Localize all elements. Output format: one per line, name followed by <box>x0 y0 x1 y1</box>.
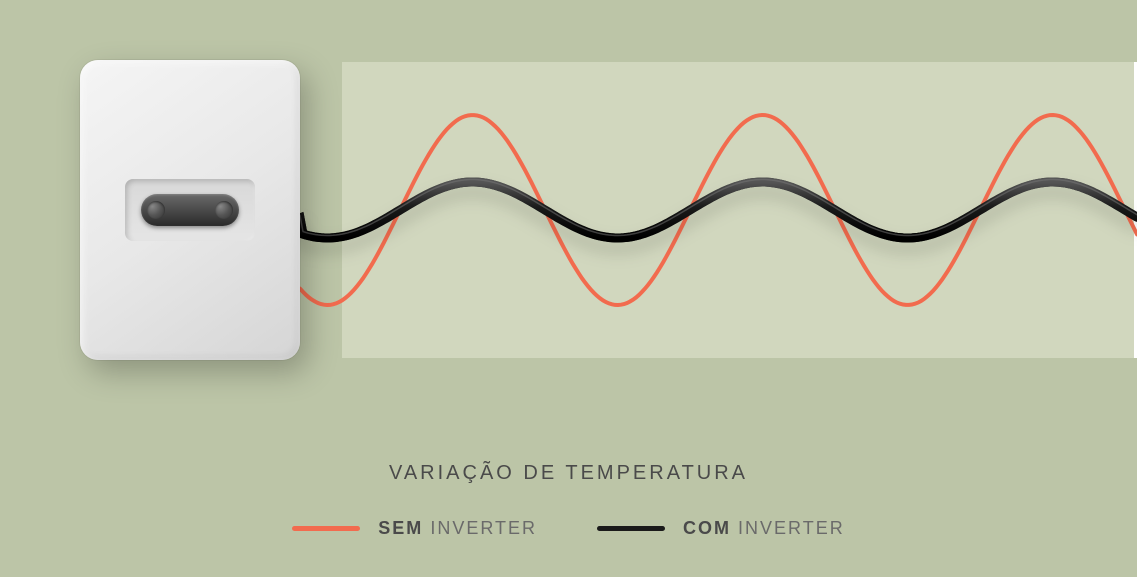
legend-label-sem: SEM INVERTER <box>378 518 537 539</box>
outlet <box>80 60 300 360</box>
legend: SEM INVERTER COM INVERTER <box>0 518 1137 539</box>
outlet-plate <box>80 60 300 360</box>
chart-title: VARIAÇÃO DE TEMPERATURA <box>0 462 1137 485</box>
chart-background <box>342 62 1137 358</box>
legend-label-com: COM INVERTER <box>683 518 845 539</box>
plug-icon <box>141 194 239 226</box>
legend-item-sem: SEM INVERTER <box>292 518 537 539</box>
legend-swatch-sem <box>292 526 360 531</box>
legend-item-com: COM INVERTER <box>597 518 845 539</box>
legend-swatch-com <box>597 526 665 531</box>
outlet-socket-inset <box>125 179 255 241</box>
